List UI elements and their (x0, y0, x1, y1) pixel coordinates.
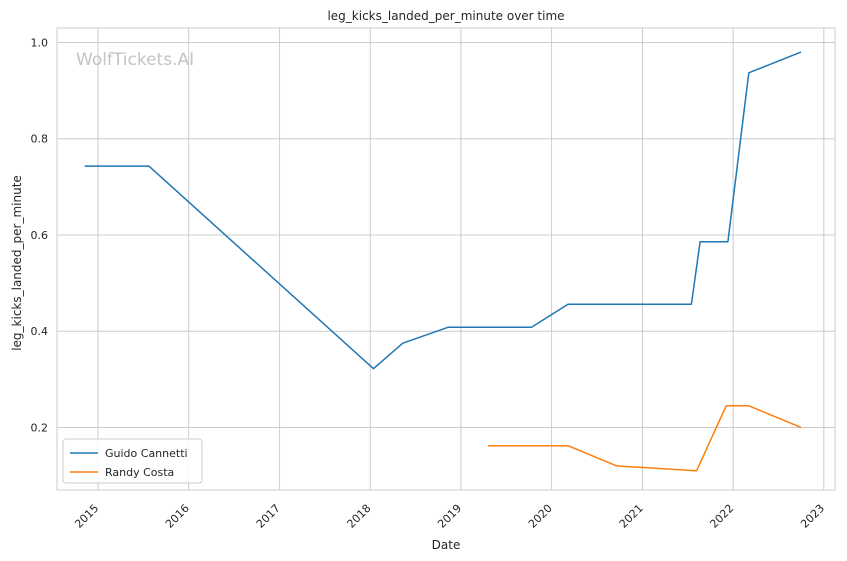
x-tick-label: 2023 (798, 502, 827, 531)
x-tick-label: 2018 (345, 502, 374, 531)
series-lines (84, 51, 802, 472)
plot-area (56, 27, 836, 491)
y-tick-label: 0.8 (31, 133, 49, 146)
x-tick-label: 2016 (163, 502, 192, 531)
x-axis-label: Date (432, 538, 461, 552)
y-axis-label: leg_kicks_landed_per_minute (10, 175, 24, 351)
legend-label-randy-costa: Randy Costa (105, 466, 174, 479)
x-tick-label: 2022 (707, 502, 736, 531)
legend: Guido Cannetti Randy Costa (62, 438, 203, 484)
y-grid (57, 41, 835, 428)
x-tick-labels: 2015 2016 2017 2018 2019 2020 2021 2022 2023 (72, 502, 827, 531)
legend-label-guido-cannetti: Guido Cannetti (105, 447, 188, 460)
y-tick-label: 0.2 (31, 421, 49, 434)
x-tick-label: 2015 (72, 502, 101, 531)
x-grid (97, 28, 825, 490)
y-tick-label: 0.4 (31, 325, 49, 338)
watermark: WolfTickets.AI (76, 50, 194, 70)
y-tick-labels: 0.2 0.4 0.6 0.8 1.0 (31, 36, 49, 434)
y-tick-label: 1.0 (31, 36, 49, 49)
x-tick-label: 2019 (435, 502, 464, 531)
series-line-randy-costa (488, 405, 802, 472)
x-tick-label: 2021 (617, 502, 646, 531)
series-line-guido-cannetti (84, 51, 802, 370)
x-tick-label: 2017 (254, 502, 283, 531)
y-tick-label: 0.6 (31, 229, 49, 242)
x-tick-label: 2020 (526, 502, 555, 531)
chart-title: leg_kicks_landed_per_minute over time (327, 9, 564, 23)
